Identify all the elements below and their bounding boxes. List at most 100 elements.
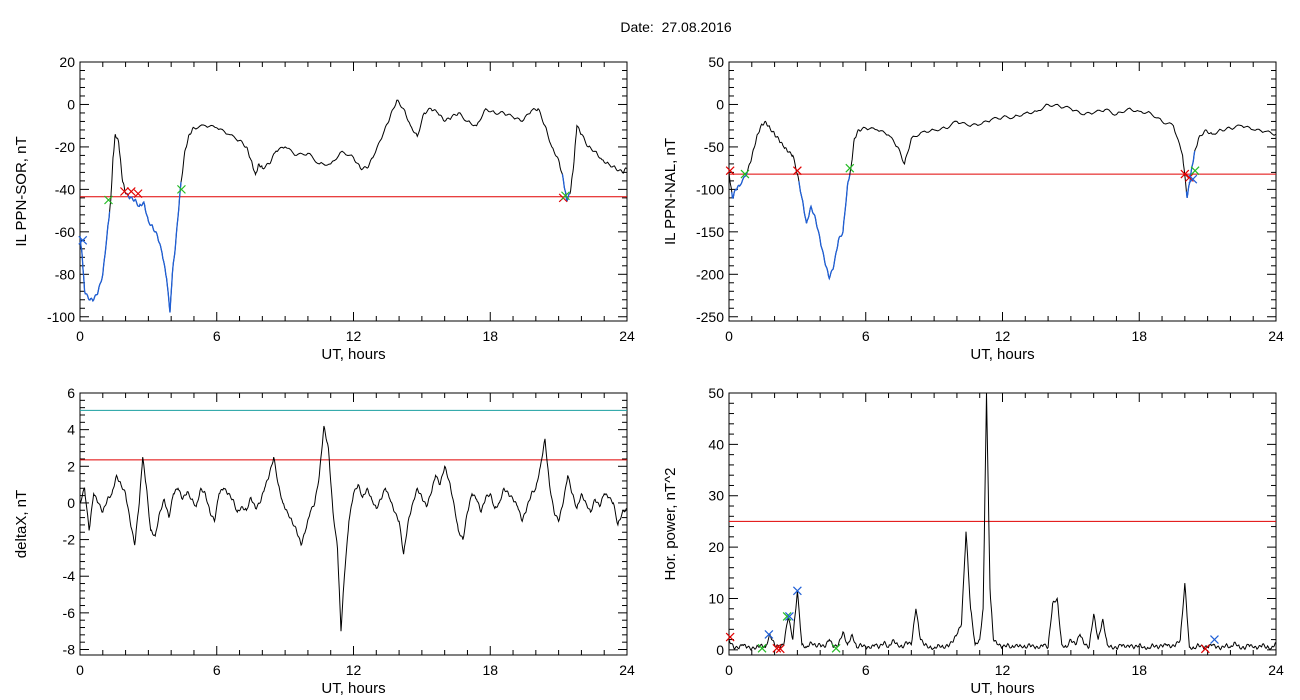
x-tick-label: 24	[1268, 328, 1284, 344]
x-tick-label: 18	[1131, 662, 1147, 678]
y-tick-label: -60	[55, 224, 75, 240]
marker-green	[561, 191, 570, 201]
y-tick-label: 6	[67, 385, 75, 401]
x-tick-label: 12	[346, 662, 362, 678]
x-tick-label: 6	[213, 328, 221, 344]
y-tick-label: -50	[704, 139, 724, 155]
date-label: Date:	[620, 19, 654, 35]
x-tick-label: 18	[482, 662, 498, 678]
panel-ppn-sor: 0 6 12 18 24 -100 -80 -60 -40 -20 0 20 UT, hours IL P…	[13, 54, 635, 363]
y-tick-label: -40	[55, 181, 75, 197]
disturbed-segment	[80, 211, 111, 303]
plot-frame	[79, 392, 628, 656]
series-line	[729, 393, 1276, 652]
y-tick-label: -150	[696, 224, 724, 240]
x-axis-label: UT, hours	[970, 680, 1034, 697]
y-tick-label: -200	[696, 266, 724, 282]
y-tick-label: -100	[47, 309, 75, 325]
y-tick-label: 4	[67, 422, 75, 438]
marker-red	[792, 166, 802, 176]
marker-blue	[792, 586, 802, 596]
y-tick-label: 0	[716, 642, 724, 658]
y-tick-label: 0	[716, 96, 724, 112]
x-tick-label: 6	[862, 328, 870, 344]
marker-green	[757, 643, 767, 653]
series-line	[80, 99, 627, 313]
y-tick-label: 2	[67, 458, 75, 474]
x-axis-label: UT, hours	[321, 680, 385, 697]
y-tick-label: 50	[708, 385, 724, 401]
marker-green	[104, 195, 113, 205]
x-tick-label: 18	[1131, 328, 1147, 344]
panel-hor-power: 0 6 12 18 24 0 10 20 30 40 50 UT, hours Hor. power, …	[662, 385, 1284, 697]
y-tick-label: -100	[696, 181, 724, 197]
disturbed-segment	[731, 172, 748, 199]
x-axis-label: UT, hours	[321, 346, 385, 363]
y-tick-label: -80	[55, 266, 75, 282]
y-axis-label: deltaX, nT	[13, 490, 30, 558]
marker-blue	[78, 235, 88, 245]
marker-red	[775, 644, 785, 654]
y-tick-label: 20	[708, 539, 724, 555]
y-tick-label: 50	[708, 54, 724, 70]
plot-frame	[79, 61, 628, 322]
date-value: 27.08.2016	[661, 19, 732, 35]
marker-green	[845, 163, 855, 173]
marker-red	[133, 189, 143, 199]
marker-green	[1190, 166, 1200, 176]
marker-blue	[764, 630, 774, 639]
y-tick-label: 20	[59, 54, 75, 70]
y-tick-label: -4	[63, 568, 76, 584]
y-axis-label: Hor. power, nT^2	[662, 468, 679, 581]
y-tick-label: 0	[67, 96, 75, 112]
y-axis-label: IL PPN-NAL, nT	[662, 138, 679, 245]
plot-frame	[728, 392, 1277, 656]
x-tick-label: 12	[346, 328, 362, 344]
y-tick-label: -6	[63, 605, 76, 621]
panel-ppn-nal: 0 6 12 18 24 -250 -200 -150 -100 -50 0 50 UT, hours I…	[662, 54, 1284, 363]
disturbed-segment	[798, 174, 851, 281]
x-tick-label: 12	[995, 328, 1011, 344]
y-tick-label: -8	[63, 642, 76, 658]
x-tick-label: 6	[862, 662, 870, 678]
marker-red	[1200, 644, 1210, 654]
x-tick-label: 24	[1268, 662, 1284, 678]
x-tick-label: 24	[619, 662, 635, 678]
y-tick-label: 10	[708, 590, 724, 606]
disturbed-segment	[125, 182, 182, 313]
marker-blue	[1210, 635, 1219, 645]
marker-red	[126, 187, 136, 196]
x-tick-label: 0	[725, 662, 733, 678]
x-axis-label: UT, hours	[970, 346, 1034, 363]
marker-red	[725, 166, 735, 176]
y-axis-label: IL PPN-SOR, nT	[13, 136, 30, 246]
y-tick-label: -2	[63, 532, 76, 548]
marker-red	[725, 632, 735, 642]
marker-blue	[1188, 174, 1198, 184]
y-tick-label: -250	[696, 309, 724, 325]
series-line	[729, 103, 1276, 281]
marker-green	[176, 184, 186, 194]
x-tick-label: 12	[995, 662, 1011, 678]
marker-red	[772, 643, 782, 653]
y-tick-label: -20	[55, 139, 75, 155]
chart-date-title: Date: 27.08.2016	[0, 19, 1300, 35]
x-tick-label: 18	[482, 328, 498, 344]
y-tick-label: 30	[708, 488, 724, 504]
y-tick-label: 40	[708, 436, 724, 452]
series-line	[80, 425, 627, 632]
marker-green	[740, 169, 750, 179]
marker-green	[831, 643, 841, 653]
x-tick-label: 0	[76, 328, 84, 344]
y-tick-label: 0	[67, 495, 75, 511]
x-tick-label: 24	[619, 328, 635, 344]
plot-frame	[728, 61, 1277, 322]
marker-red	[120, 187, 129, 196]
marker-green	[782, 612, 792, 621]
marker-blue	[784, 612, 794, 621]
x-tick-label: 6	[213, 662, 221, 678]
x-tick-label: 0	[725, 328, 733, 344]
disturbed-segment	[561, 174, 571, 202]
